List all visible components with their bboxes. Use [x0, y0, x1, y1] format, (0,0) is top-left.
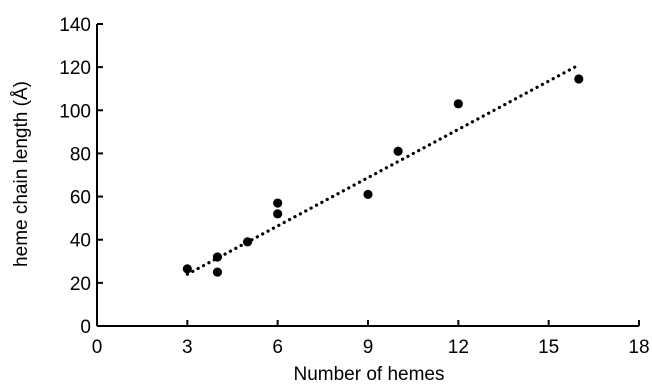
plot-area: 0 20 40 60 80 100 120 140 0 3 6 9 12 15 18: [59, 15, 649, 358]
y-tick-label: 0: [80, 317, 91, 338]
y-tick-label: 60: [70, 188, 91, 209]
data-point: [574, 74, 584, 84]
data-point: [212, 267, 223, 277]
x-tick-label: 3: [182, 337, 193, 358]
x-tick-label: 0: [92, 337, 103, 358]
x-axis-title: Number of hemes: [293, 364, 444, 385]
y-tick-label: 100: [59, 101, 91, 122]
y-tick-label: 20: [70, 274, 91, 295]
y-tick-label: 80: [70, 144, 91, 165]
x-tick-label: 15: [538, 337, 559, 358]
y-axis: 0 20 40 60 80 100 120 140: [59, 15, 103, 338]
y-tick-label: 120: [59, 58, 91, 79]
data-point: [453, 99, 463, 109]
y-tick-label: 40: [70, 231, 91, 252]
x-axis: 0 3 6 9 12 15 18: [92, 320, 650, 358]
data-point: [273, 198, 283, 208]
x-tick-label: 18: [628, 337, 649, 358]
trendline-layer: [185, 63, 581, 276]
data-point: [212, 252, 223, 262]
x-tick-label: 9: [363, 337, 374, 358]
data-point: [363, 189, 373, 200]
data-point: [273, 209, 283, 219]
data-point: [182, 264, 192, 274]
y-axis-title: heme chain length (Å): [11, 81, 32, 267]
data-points: [182, 74, 584, 277]
x-tick-label: 12: [448, 337, 469, 358]
x-tick-label: 6: [272, 337, 283, 358]
data-point: [242, 237, 253, 247]
data-point: [393, 146, 403, 156]
y-tick-label: 140: [59, 15, 91, 36]
trendline: [185, 63, 581, 276]
